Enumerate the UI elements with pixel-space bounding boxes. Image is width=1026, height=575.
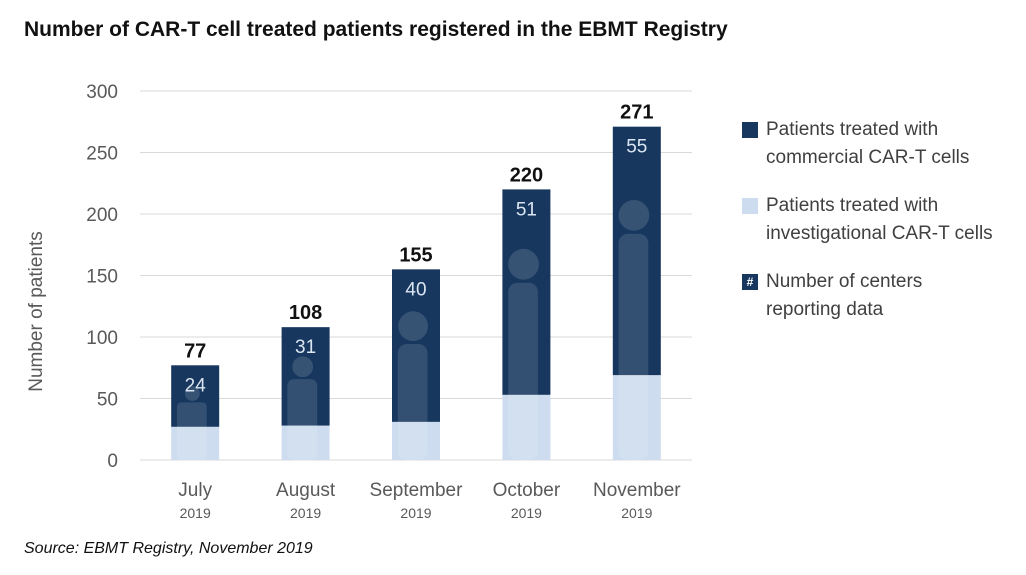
bar-commercial bbox=[281, 327, 330, 426]
person-silhouette-head bbox=[398, 311, 428, 342]
bar-investigational bbox=[171, 426, 220, 460]
x-tick-label: October bbox=[493, 480, 561, 501]
bar-investigational bbox=[612, 375, 661, 460]
legend-swatch-investigational bbox=[742, 198, 758, 214]
bar-centers-label: 31 bbox=[295, 337, 316, 358]
person-silhouette-body bbox=[618, 233, 649, 460]
bar-total-label: 155 bbox=[399, 244, 432, 266]
x-tick-label: September bbox=[370, 480, 464, 501]
bar-centers-label: 24 bbox=[185, 375, 207, 396]
y-tick-label: 150 bbox=[86, 267, 118, 288]
bar-commercial bbox=[171, 365, 220, 427]
bar-total-label: 108 bbox=[289, 302, 322, 324]
legend-label-commercial: Patients treated with commercial CAR-T c… bbox=[766, 119, 970, 168]
bar-investigational bbox=[502, 394, 551, 460]
bar-total-label: 77 bbox=[184, 340, 206, 362]
x-tick-year: 2019 bbox=[621, 505, 652, 521]
chart-legend: Patients treated with commercial CAR-T c… bbox=[742, 116, 1022, 344]
person-silhouette-body bbox=[287, 379, 318, 460]
x-tick-year: 2019 bbox=[290, 505, 321, 521]
bar-commercial bbox=[502, 189, 551, 395]
x-tick-label: November bbox=[593, 480, 681, 501]
legend-hash-marker: # bbox=[742, 274, 758, 290]
person-silhouette-head bbox=[508, 248, 539, 280]
y-tick-label: 50 bbox=[97, 390, 118, 411]
person-silhouette-head bbox=[618, 200, 650, 231]
bar-total-label: 220 bbox=[510, 164, 543, 186]
bar-commercial bbox=[612, 126, 661, 376]
y-tick-label: 200 bbox=[86, 205, 118, 226]
y-axis-label: Number of patients bbox=[26, 231, 47, 392]
x-tick-year: 2019 bbox=[180, 505, 211, 521]
x-tick-year: 2019 bbox=[511, 505, 542, 521]
chart-title: Number of CAR-T cell treated patients re… bbox=[24, 18, 728, 41]
legend-label-centers: Number of centers reporting data bbox=[766, 271, 923, 320]
y-tick-label: 300 bbox=[86, 82, 118, 103]
y-tick-label: 250 bbox=[86, 144, 118, 165]
y-tick-label: 0 bbox=[107, 451, 118, 472]
person-silhouette-head bbox=[184, 386, 200, 401]
x-tick-label: August bbox=[276, 480, 336, 501]
bar-investigational bbox=[281, 425, 330, 460]
bar-total-label: 271 bbox=[620, 102, 653, 124]
bar-centers-label: 55 bbox=[626, 137, 647, 158]
bar-chart: 0 50 100 150 200 250 300 Number of patients 77 24… bbox=[26, 82, 692, 521]
bar-centers-label: 40 bbox=[405, 279, 426, 300]
legend-label-investigational: Patients treated with investigational CA… bbox=[766, 195, 993, 244]
source-note: Source: EBMT Registry, November 2019 bbox=[24, 540, 313, 557]
bar-investigational bbox=[392, 421, 440, 460]
person-silhouette-head bbox=[292, 356, 314, 378]
bar-commercial bbox=[392, 269, 440, 422]
legend-item-investigational: Patients treated with investigational CA… bbox=[742, 192, 1022, 248]
person-silhouette-body bbox=[508, 282, 538, 460]
legend-item-commercial: Patients treated with commercial CAR-T c… bbox=[742, 116, 1022, 172]
y-tick-label: 100 bbox=[86, 328, 118, 349]
legend-swatch-commercial bbox=[742, 122, 758, 138]
x-tick-label: July bbox=[178, 480, 212, 501]
legend-item-centers: # Number of centers reporting data bbox=[742, 268, 1022, 324]
person-silhouette-body bbox=[397, 344, 428, 460]
bar-centers-label: 51 bbox=[516, 199, 537, 220]
x-tick-year: 2019 bbox=[400, 505, 431, 521]
person-silhouette-body bbox=[176, 402, 207, 460]
